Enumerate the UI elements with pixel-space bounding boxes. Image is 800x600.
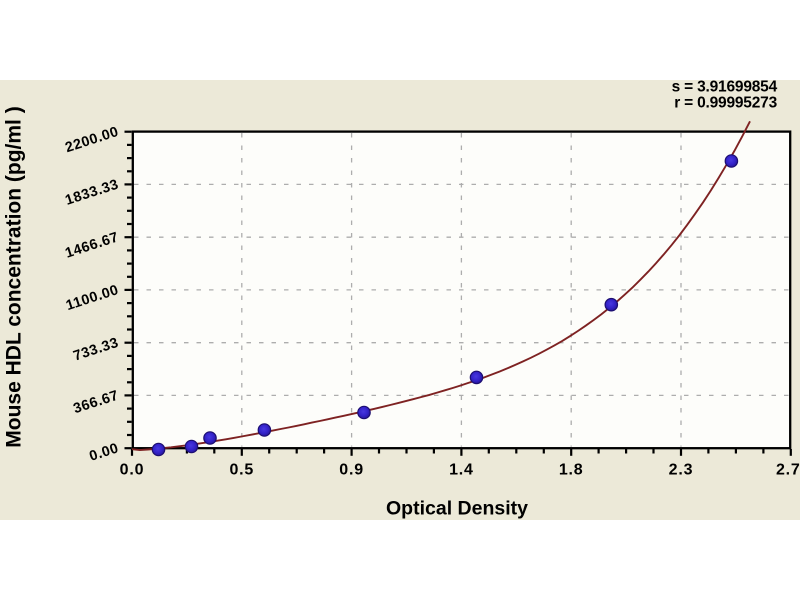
- svg-text:0.9: 0.9: [339, 462, 364, 479]
- svg-text:0.5: 0.5: [229, 462, 254, 479]
- svg-text:1.8: 1.8: [559, 462, 584, 479]
- svg-text:s = 3.91699854: s = 3.91699854: [672, 79, 778, 96]
- svg-text:Optical Density: Optical Density: [386, 498, 528, 520]
- svg-text:2.3: 2.3: [669, 462, 694, 479]
- svg-text:r = 0.99995273: r = 0.99995273: [674, 95, 777, 112]
- svg-text:Mouse HDL concentration (pg/ml: Mouse HDL concentration (pg/ml ): [3, 106, 26, 447]
- svg-text:0.0: 0.0: [120, 462, 145, 479]
- svg-text:2.7: 2.7: [776, 462, 800, 479]
- svg-text:1.4: 1.4: [449, 462, 474, 479]
